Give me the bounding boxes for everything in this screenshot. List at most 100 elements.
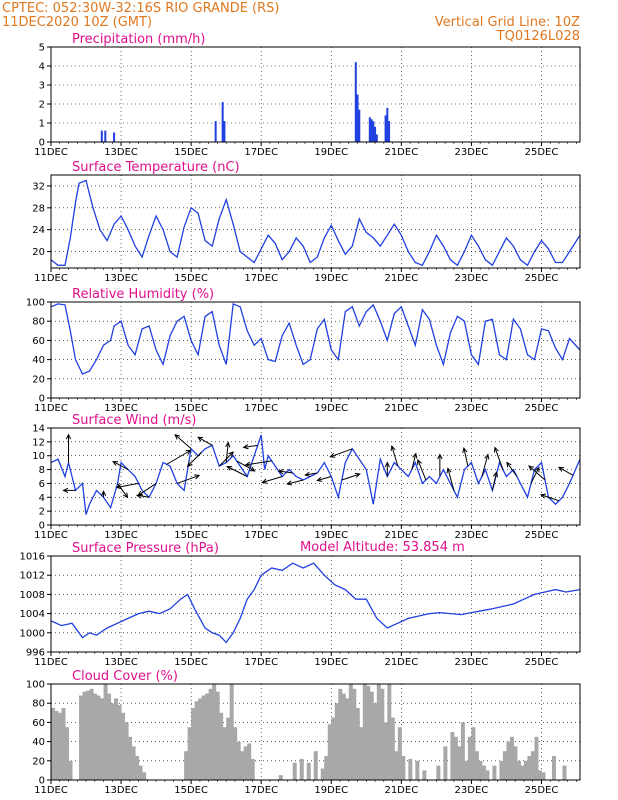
wind-arrow xyxy=(491,472,497,491)
wind-arrow-head xyxy=(225,441,231,448)
cloud-bar xyxy=(362,684,367,780)
wind-arrow-head xyxy=(384,461,390,468)
wind-arrow-head xyxy=(122,492,129,499)
wind-arrow xyxy=(305,472,318,476)
cloud-ytick-label: 80 xyxy=(32,699,45,710)
pressure-title: Surface Pressure (hPa) xyxy=(72,541,219,556)
cloud-bar xyxy=(327,724,332,780)
cloud-xtick-label: 13DEC xyxy=(104,785,138,796)
precip-bar xyxy=(100,130,103,142)
wind-xtick-label: 19DEC xyxy=(314,530,348,541)
precip-bar xyxy=(374,126,377,142)
cloud-bar xyxy=(408,758,413,780)
pressure-xtick-label: 25DEC xyxy=(525,657,559,668)
pressure-ytick-label: 1016 xyxy=(20,552,45,563)
cloud-bar xyxy=(79,695,84,780)
cloud-bar xyxy=(114,698,119,780)
temp-ytick-label: 32 xyxy=(32,181,45,192)
cloud-bar xyxy=(387,684,392,780)
precip-bar xyxy=(370,119,373,142)
cloud-ytick-label: 60 xyxy=(32,718,45,729)
cloud-bar xyxy=(537,770,542,780)
model-altitude: Model Altitude: 53.854 m xyxy=(300,540,465,555)
rh-ytick-label: 100 xyxy=(26,298,45,309)
rh-xtick-label: 23DEC xyxy=(455,403,489,414)
wind-arrow-head xyxy=(197,436,204,442)
cloud-bar xyxy=(222,727,227,780)
cloud-bar xyxy=(355,708,360,780)
wind-ytick-label: 12 xyxy=(32,437,45,448)
precip-xtick-label: 15DEC xyxy=(174,147,208,158)
wind-arrow xyxy=(116,482,139,488)
cloud-bar xyxy=(443,746,448,780)
temp-panel: 20 24 28 32 11DEC 13DEC 15DEC 17DEC 19DEC 21DEC 23… xyxy=(32,160,581,284)
header-datetime: 11DEC2020 10Z (GMT) xyxy=(2,15,152,30)
wind-arrow-head xyxy=(437,453,443,460)
cloud-panel: 0 20 40 60 80 100 11DEC 13DEC 15DEC 17DEC 19DEC 21D… xyxy=(26,669,581,796)
pressure-xtick-label: 13DEC xyxy=(104,657,138,668)
cloud-bar xyxy=(201,695,206,780)
wind-arrow-head xyxy=(185,449,192,455)
cloud-bar xyxy=(334,703,339,780)
precip-ytick-label: 0 xyxy=(39,138,45,149)
precip-xtick-label: 25DEC xyxy=(525,147,559,158)
cloud-bar xyxy=(229,684,234,780)
wind-arrow-head xyxy=(412,452,418,459)
cloud-bar xyxy=(485,770,490,780)
cloud-bar xyxy=(110,703,115,780)
wind-arrow xyxy=(243,444,258,448)
cloud-bar xyxy=(513,746,518,780)
precip-bar xyxy=(388,121,391,142)
cloud-bar xyxy=(51,708,56,780)
rh-series-line xyxy=(50,302,581,375)
wind-ytick-label: 8 xyxy=(39,465,45,476)
rh-xtick-label: 17DEC xyxy=(244,403,278,414)
wind-ytick-label: 2 xyxy=(39,507,45,518)
cloud-bar xyxy=(68,760,73,780)
wind-arrow xyxy=(417,459,427,481)
precip-title: Precipitation (mm/h) xyxy=(72,32,205,47)
precip-ytick-label: 1 xyxy=(39,119,45,130)
cloud-bar xyxy=(527,756,532,780)
wind-arrow xyxy=(225,442,229,463)
rh-ytick-label: 40 xyxy=(32,355,45,366)
wind-arrow-head xyxy=(329,452,336,458)
cloud-bar xyxy=(215,691,220,780)
wind-arrow-head xyxy=(249,466,256,472)
wind-arrow-head xyxy=(304,471,311,477)
precip-bar xyxy=(386,107,389,142)
precip-xtick-label: 19DEC xyxy=(314,147,348,158)
rh-xtick-label: 13DEC xyxy=(104,403,138,414)
precip-bar xyxy=(356,94,359,142)
wind-xtick-label: 15DEC xyxy=(174,530,208,541)
cloud-bar xyxy=(82,691,87,780)
wind-arrow-head xyxy=(354,472,361,478)
cloud-ytick-label: 0 xyxy=(39,776,45,787)
cloud-frame xyxy=(50,683,581,781)
wind-arrow-head xyxy=(484,453,490,460)
rh-xtick-label: 11DEC xyxy=(34,403,68,414)
cloud-bar xyxy=(453,736,458,780)
cloud-bar xyxy=(415,760,420,780)
cloud-bar xyxy=(422,770,427,780)
cloud-bar xyxy=(278,775,283,780)
cloud-bar xyxy=(520,765,525,780)
cloud-xtick-label: 17DEC xyxy=(244,785,278,796)
cloud-title: Cloud Cover (%) xyxy=(72,669,178,684)
precip-bar xyxy=(214,121,217,142)
cloud-bar xyxy=(551,756,556,780)
cloud-xtick-label: 25DEC xyxy=(525,785,559,796)
temp-ytick-label: 28 xyxy=(32,203,45,214)
temp-xtick-label: 21DEC xyxy=(384,273,418,284)
wind-arrow-head xyxy=(226,465,233,471)
cloud-xtick-label: 15DEC xyxy=(174,785,208,796)
temp-xtick-label: 25DEC xyxy=(525,273,559,284)
cloud-bar xyxy=(236,741,241,780)
cloud-bar xyxy=(471,727,476,780)
wind-arrow xyxy=(506,462,518,477)
cloud-bar xyxy=(61,708,66,780)
pressure-frame xyxy=(50,555,581,653)
cloud-bar xyxy=(86,690,91,780)
wind-arrow xyxy=(558,466,574,476)
pressure-ytick-label: 1000 xyxy=(20,628,45,639)
